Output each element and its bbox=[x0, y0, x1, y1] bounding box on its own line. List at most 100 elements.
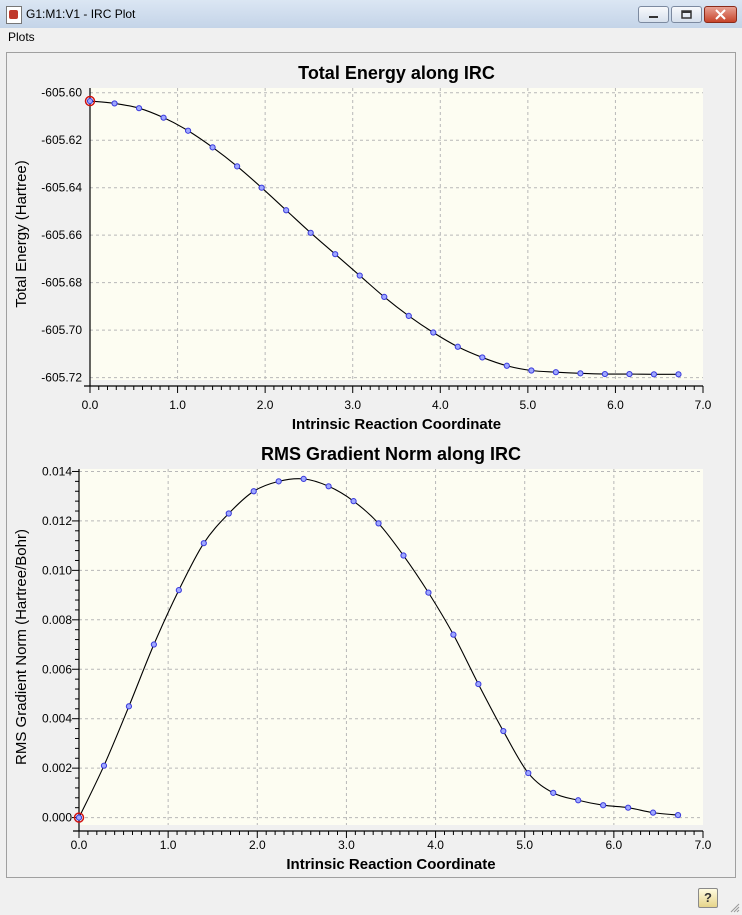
data-point[interactable] bbox=[111, 100, 118, 107]
x-tick-label: 6.0 bbox=[606, 838, 623, 852]
data-point[interactable] bbox=[601, 370, 609, 378]
y-axis-label: Total Energy (Hartree) bbox=[13, 160, 30, 308]
data-point[interactable] bbox=[86, 97, 94, 105]
data-point[interactable] bbox=[300, 475, 307, 482]
y-tick-label: 0.008 bbox=[42, 613, 72, 627]
current-point-marker[interactable] bbox=[84, 95, 96, 107]
y-tick-label: -605.62 bbox=[41, 133, 82, 147]
maximize-icon bbox=[681, 10, 692, 19]
data-point[interactable] bbox=[258, 184, 265, 191]
data-point[interactable] bbox=[283, 207, 290, 214]
data-point[interactable] bbox=[332, 251, 339, 258]
current-point-marker[interactable] bbox=[73, 812, 85, 823]
data-point[interactable] bbox=[250, 488, 257, 495]
data-point[interactable] bbox=[135, 105, 143, 112]
data-point[interactable] bbox=[234, 163, 241, 170]
data-point[interactable] bbox=[550, 789, 557, 796]
chart-title: Total Energy along IRC bbox=[298, 63, 495, 83]
data-point[interactable] bbox=[577, 370, 584, 377]
data-point[interactable] bbox=[649, 809, 657, 816]
x-tick-label: 5.0 bbox=[520, 398, 537, 412]
data-point[interactable] bbox=[381, 293, 388, 301]
data-point[interactable] bbox=[184, 127, 192, 134]
data-point[interactable] bbox=[125, 703, 133, 710]
data-point[interactable] bbox=[160, 114, 167, 121]
y-tick-label: 0.000 bbox=[42, 811, 72, 825]
x-tick-label: 0.0 bbox=[71, 838, 88, 852]
window-title: G1:M1:V1 - IRC Plot bbox=[26, 7, 136, 21]
y-tick-label: -605.70 bbox=[41, 323, 82, 337]
menu-bar: Plots bbox=[0, 28, 742, 48]
y-tick-label: -605.72 bbox=[41, 371, 82, 385]
data-point[interactable] bbox=[600, 802, 607, 809]
chart-2: 0.0 1.0 2.0 3.0 4.0 5.0 6.0 7.0 0.000 0.002 0.004 0… bbox=[13, 444, 712, 873]
data-point[interactable] bbox=[475, 680, 482, 688]
y-tick-label: 0.004 bbox=[42, 712, 72, 726]
data-point[interactable] bbox=[400, 552, 407, 559]
y-tick-label: -605.68 bbox=[41, 276, 82, 290]
gaussview-icon[interactable] bbox=[6, 6, 22, 24]
y-axis-label: RMS Gradient Norm (Hartree/Bohr) bbox=[13, 529, 30, 765]
chart-title: RMS Gradient Norm along IRC bbox=[261, 444, 521, 464]
data-point[interactable] bbox=[575, 797, 582, 804]
data-point[interactable] bbox=[626, 370, 633, 378]
x-axis-label: Intrinsic Reaction Coordinate bbox=[286, 856, 495, 873]
data-point[interactable] bbox=[503, 362, 510, 369]
y-tick-label: -605.60 bbox=[41, 86, 82, 100]
y-tick-label: 0.012 bbox=[42, 514, 72, 528]
y-tick-label: 0.002 bbox=[42, 761, 72, 775]
data-point[interactable] bbox=[175, 587, 182, 594]
data-point[interactable] bbox=[405, 312, 412, 320]
data-point[interactable] bbox=[100, 762, 108, 769]
help-button[interactable]: ? bbox=[698, 888, 718, 908]
data-point[interactable] bbox=[525, 769, 532, 777]
x-tick-label: 2.0 bbox=[249, 838, 266, 852]
maximize-button[interactable] bbox=[671, 6, 702, 23]
y-tick-label: 0.010 bbox=[42, 563, 72, 577]
close-button[interactable] bbox=[704, 6, 737, 23]
data-point[interactable] bbox=[209, 144, 216, 151]
minimize-button[interactable] bbox=[638, 6, 669, 23]
y-tick-label: -605.64 bbox=[41, 181, 82, 195]
data-point[interactable] bbox=[675, 371, 682, 378]
data-point[interactable] bbox=[75, 814, 83, 821]
data-point[interactable] bbox=[225, 510, 232, 517]
chart-1: 0.0 1.0 2.0 3.0 4.0 5.0 6.0 7.0 -605.60 -605.62 -6… bbox=[13, 63, 712, 433]
data-point[interactable] bbox=[625, 804, 632, 811]
menu-plots[interactable]: Plots bbox=[8, 30, 35, 44]
data-point[interactable] bbox=[375, 520, 382, 527]
x-tick-label: 1.0 bbox=[169, 398, 186, 412]
data-point[interactable] bbox=[325, 483, 332, 490]
data-point[interactable] bbox=[479, 354, 486, 361]
x-tick-label: 3.0 bbox=[344, 398, 361, 412]
data-point[interactable] bbox=[552, 369, 559, 376]
y-tick-label: -605.66 bbox=[41, 228, 82, 242]
y-tick-label: 0.006 bbox=[42, 662, 72, 676]
data-point[interactable] bbox=[430, 329, 437, 336]
data-point[interactable] bbox=[454, 343, 461, 350]
x-tick-label: 5.0 bbox=[516, 838, 533, 852]
x-tick-label: 0.0 bbox=[82, 398, 99, 412]
plot-area bbox=[79, 469, 703, 825]
close-icon bbox=[715, 9, 726, 20]
plot-area bbox=[90, 88, 703, 380]
data-point[interactable] bbox=[350, 498, 357, 505]
data-point[interactable] bbox=[528, 367, 535, 374]
data-point[interactable] bbox=[674, 812, 682, 819]
status-bar: ? bbox=[0, 882, 742, 915]
data-point[interactable] bbox=[500, 727, 507, 735]
data-point[interactable] bbox=[425, 589, 432, 596]
data-point[interactable] bbox=[307, 229, 314, 236]
data-point[interactable] bbox=[450, 631, 457, 638]
x-tick-label: 6.0 bbox=[607, 398, 624, 412]
data-point[interactable] bbox=[650, 371, 658, 378]
data-point[interactable] bbox=[150, 641, 157, 648]
x-tick-label: 7.0 bbox=[695, 838, 712, 852]
data-point[interactable] bbox=[356, 272, 363, 279]
data-point[interactable] bbox=[200, 540, 207, 547]
minimize-icon bbox=[649, 16, 658, 18]
data-point[interactable] bbox=[275, 478, 282, 485]
resize-grip-icon[interactable] bbox=[730, 903, 740, 913]
x-tick-label: 7.0 bbox=[695, 398, 712, 412]
x-tick-label: 4.0 bbox=[432, 398, 449, 412]
